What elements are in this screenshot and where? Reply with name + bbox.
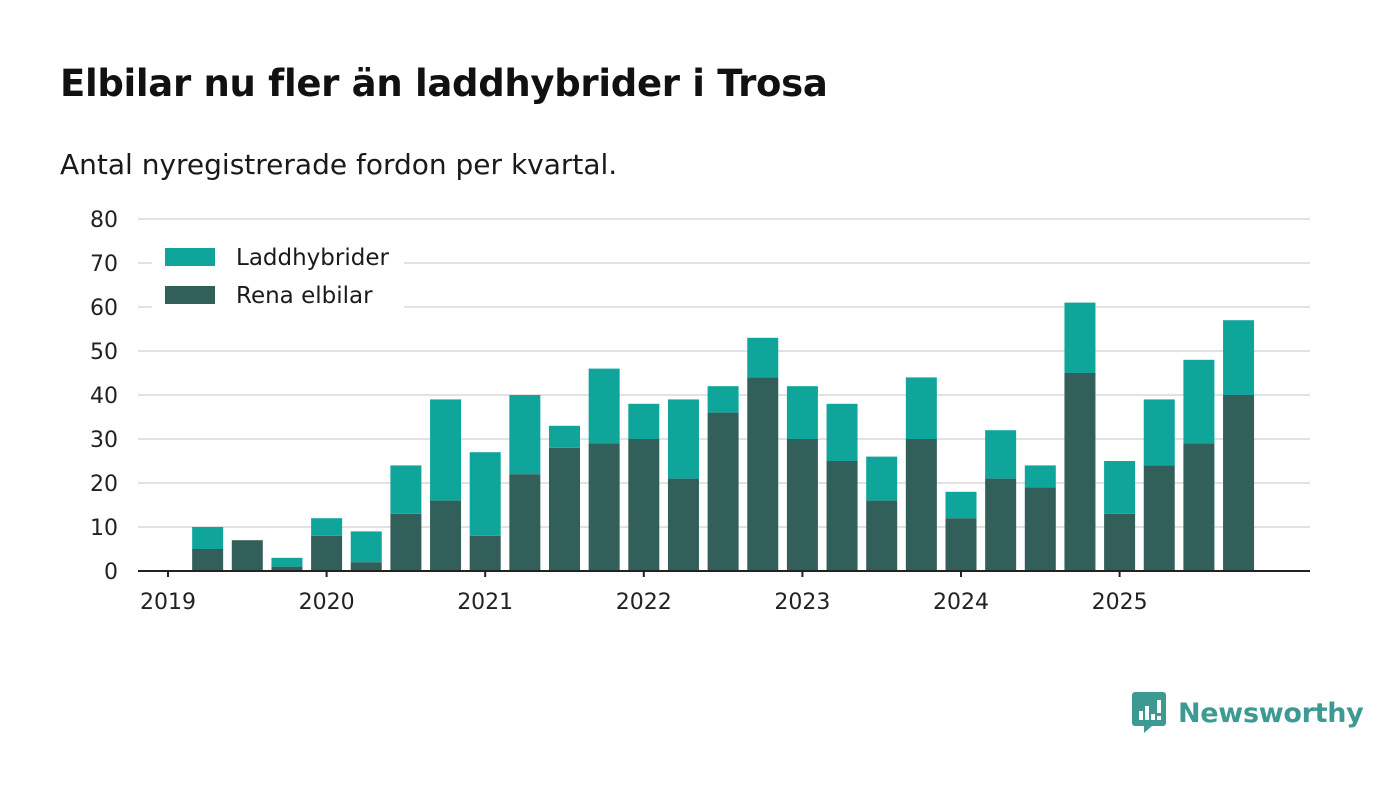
bar-laddhybrider — [667, 399, 699, 479]
bar-laddhybrider — [1143, 399, 1175, 466]
bar-rena-elbilar — [549, 447, 580, 571]
bar-rena-elbilar — [707, 412, 739, 571]
x-tick-label: 2023 — [774, 590, 830, 615]
y-tick-label: 40 — [90, 384, 118, 409]
bar-rena-elbilar — [1104, 513, 1136, 571]
legend: Laddhybrider Rena elbilar — [152, 236, 404, 310]
brand-name: Newsworthy — [1178, 697, 1364, 729]
bar-laddhybrider — [985, 430, 1017, 479]
bar-rena-elbilar — [430, 500, 462, 571]
bar-rena-elbilar — [1143, 465, 1175, 571]
y-axis-ticks: 0 10 20 30 40 50 60 70 80 — [90, 208, 118, 585]
bar-laddhybrider — [945, 491, 977, 519]
bar-rena-elbilar — [1064, 373, 1096, 571]
bar-laddhybrider — [786, 386, 818, 439]
y-tick-label: 50 — [90, 340, 118, 365]
y-tick-label: 30 — [90, 428, 118, 453]
bar-rena-elbilar — [271, 566, 303, 571]
bar-rena-elbilar — [628, 439, 660, 571]
bar-laddhybrider — [1183, 359, 1215, 444]
y-tick-label: 70 — [90, 252, 118, 277]
bar-rena-elbilar — [350, 562, 382, 571]
bar-laddhybrider — [350, 531, 382, 563]
bar-rena-elbilar — [826, 461, 858, 571]
bar-rena-elbilar — [786, 439, 818, 571]
bar-rena-elbilar — [469, 535, 501, 571]
bar-laddhybrider — [1104, 461, 1136, 514]
bar-laddhybrider — [588, 368, 620, 444]
legend-label: Rena elbilar — [236, 283, 373, 309]
bar-rena-elbilar — [1223, 395, 1255, 571]
x-axis: 2019 2020 2021 2022 2023 2024 2025 — [138, 570, 1310, 615]
x-tick-label: 2024 — [933, 590, 989, 615]
y-tick-label: 0 — [104, 560, 118, 585]
bar-laddhybrider — [271, 557, 303, 567]
bar-rena-elbilar — [231, 540, 263, 571]
y-tick-label: 80 — [90, 208, 118, 233]
y-tick-label: 60 — [90, 296, 118, 321]
y-tick-label: 20 — [90, 472, 118, 497]
bar-rena-elbilar — [1183, 443, 1215, 571]
bar-laddhybrider — [747, 337, 779, 378]
bars — [192, 302, 1255, 571]
bar-laddhybrider — [1064, 302, 1096, 373]
chart-subtitle: Antal nyregistrerade fordon per kvartal. — [60, 148, 618, 181]
bar-laddhybrider — [1024, 465, 1056, 488]
bar-laddhybrider — [905, 377, 937, 439]
bar-laddhybrider — [628, 403, 660, 439]
newsworthy-logo-icon — [1132, 692, 1166, 733]
bar-laddhybrider — [430, 399, 462, 501]
y-tick-label: 10 — [90, 516, 118, 541]
brand-logo: Newsworthy — [1132, 692, 1364, 734]
bar-rena-elbilar — [192, 549, 224, 571]
bar-laddhybrider — [509, 395, 541, 475]
bar-rena-elbilar — [945, 518, 977, 571]
bar-laddhybrider — [707, 386, 739, 413]
x-tick-label: 2019 — [140, 590, 196, 615]
bar-rena-elbilar — [1024, 487, 1056, 571]
legend-label: Laddhybrider — [236, 245, 389, 271]
bar-rena-elbilar — [866, 500, 898, 571]
x-tick-label: 2020 — [299, 590, 355, 615]
legend-swatch — [165, 286, 215, 304]
x-tick-label: 2025 — [1092, 590, 1148, 615]
bar-laddhybrider — [549, 425, 580, 448]
x-tick-label: 2021 — [457, 590, 513, 615]
bar-laddhybrider — [311, 518, 343, 536]
chart-title: Elbilar nu fler än laddhybrider i Trosa — [60, 62, 828, 105]
bar-laddhybrider — [826, 403, 858, 461]
bar-rena-elbilar — [747, 377, 779, 571]
bar-laddhybrider — [192, 527, 224, 549]
bar-rena-elbilar — [390, 513, 422, 571]
bar-rena-elbilar — [667, 478, 699, 571]
bar-rena-elbilar — [905, 439, 937, 571]
bar-laddhybrider — [469, 452, 501, 536]
bar-laddhybrider — [866, 456, 898, 501]
legend-swatch — [165, 248, 215, 266]
bar-laddhybrider — [390, 465, 422, 514]
bar-rena-elbilar — [509, 474, 541, 571]
bar-rena-elbilar — [311, 535, 343, 571]
x-tick-label: 2022 — [616, 590, 672, 615]
bar-laddhybrider — [1223, 320, 1255, 395]
bar-rena-elbilar — [588, 443, 620, 571]
bar-rena-elbilar — [985, 478, 1017, 571]
